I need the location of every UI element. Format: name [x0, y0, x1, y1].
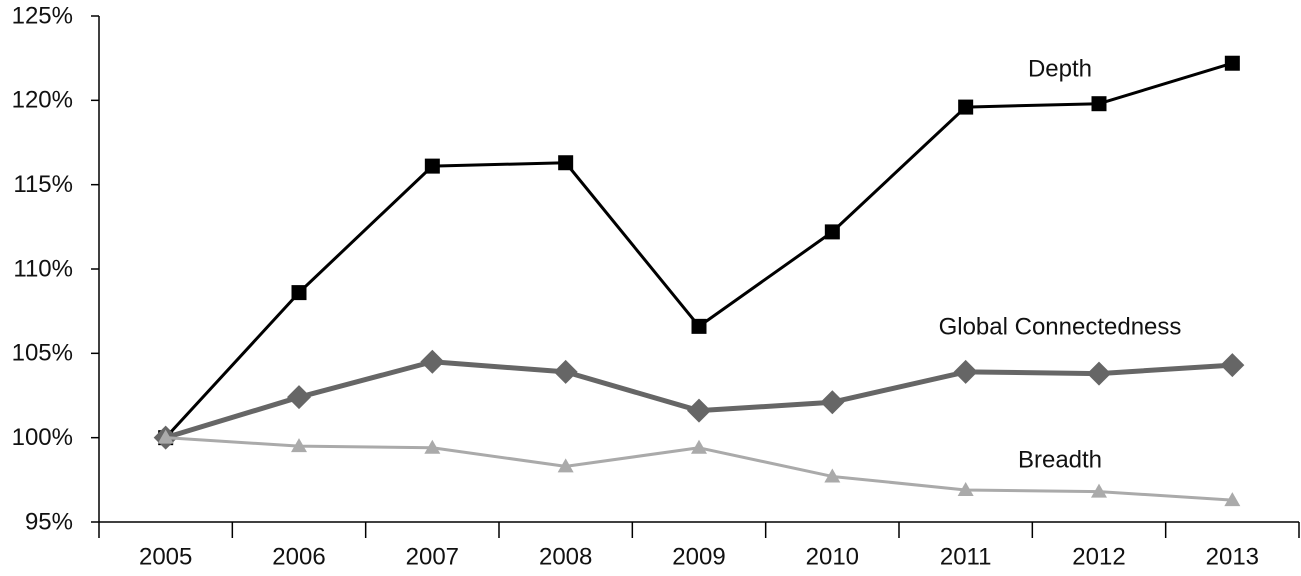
x-tick-label: 2009	[672, 543, 725, 570]
marker	[953, 359, 978, 384]
series-label: Global Connectedness	[939, 313, 1182, 340]
y-tick-label: 110%	[13, 255, 73, 282]
marker	[1087, 361, 1111, 386]
series-label: Depth	[1028, 55, 1092, 82]
marker	[557, 458, 574, 473]
y-tick-label: 100%	[12, 424, 73, 451]
marker	[424, 158, 440, 174]
series-line	[164, 61, 1233, 439]
x-tick-label: 2006	[272, 543, 325, 570]
marker	[1224, 492, 1241, 507]
marker	[820, 390, 845, 415]
marker	[691, 318, 707, 334]
x-tick-label: 2005	[139, 543, 192, 570]
series-label: Breadth	[1018, 446, 1102, 473]
x-tick-label: 2011	[940, 543, 992, 570]
y-tick-label: 120%	[12, 87, 73, 114]
marker	[1220, 353, 1245, 378]
marker	[157, 429, 174, 444]
y-tick-label: 115%	[13, 171, 73, 198]
marker	[420, 349, 445, 374]
x-tick-label: 2010	[806, 543, 859, 570]
marker	[558, 155, 574, 171]
marker	[287, 385, 311, 410]
marker	[291, 438, 307, 453]
marker	[824, 224, 840, 240]
marker	[691, 439, 707, 454]
marker	[824, 468, 841, 483]
marker	[1091, 96, 1107, 112]
marker	[957, 481, 974, 496]
x-tick-label: 2007	[406, 543, 459, 570]
x-tick-label: 2012	[1072, 543, 1125, 570]
marker	[1091, 483, 1107, 498]
marker	[424, 439, 441, 454]
x-tick-label: 2013	[1206, 543, 1259, 570]
x-tick-label: 2008	[539, 543, 592, 570]
y-tick-label: 125%	[12, 2, 73, 29]
y-tick-label: 105%	[12, 340, 73, 367]
marker	[958, 99, 974, 115]
marker	[1224, 55, 1240, 71]
y-tick-label: 95%	[25, 508, 73, 535]
marker	[553, 359, 578, 384]
marker	[291, 285, 307, 301]
marker	[687, 398, 711, 423]
